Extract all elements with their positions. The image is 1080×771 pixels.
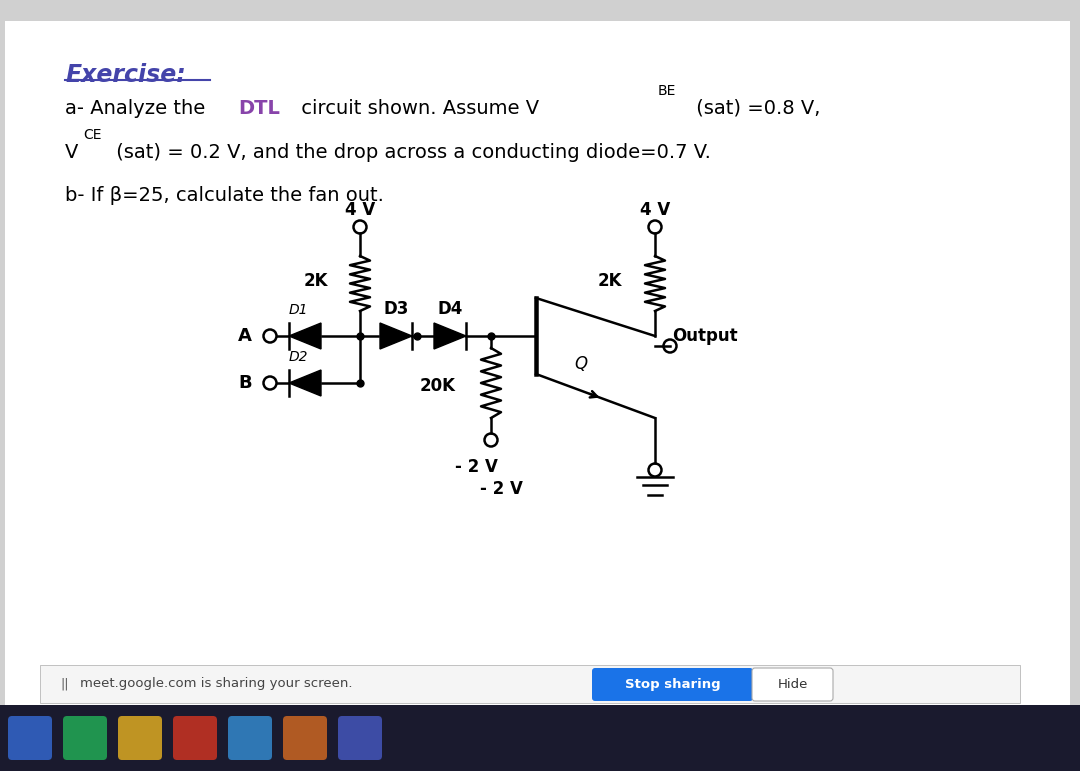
FancyBboxPatch shape <box>118 716 162 760</box>
FancyBboxPatch shape <box>63 716 107 760</box>
Text: meet.google.com is sharing your screen.: meet.google.com is sharing your screen. <box>80 678 352 691</box>
FancyBboxPatch shape <box>283 716 327 760</box>
Text: B: B <box>239 374 252 392</box>
Polygon shape <box>380 323 411 349</box>
Text: CE: CE <box>83 128 102 142</box>
Text: 2K: 2K <box>303 272 328 290</box>
Text: D2: D2 <box>288 350 308 364</box>
Text: 4 V: 4 V <box>639 201 670 219</box>
FancyBboxPatch shape <box>338 716 382 760</box>
FancyBboxPatch shape <box>5 21 1070 706</box>
Text: Output: Output <box>672 327 738 345</box>
Text: 2K: 2K <box>597 272 622 290</box>
Text: (sat) = 0.2 V, and the drop across a conducting diode=0.7 V.: (sat) = 0.2 V, and the drop across a con… <box>110 143 711 162</box>
Text: D4: D4 <box>437 300 462 318</box>
Text: - 2 V: - 2 V <box>480 480 523 498</box>
Polygon shape <box>289 370 321 396</box>
Text: Exercise:: Exercise: <box>65 63 186 87</box>
Text: D3: D3 <box>383 300 408 318</box>
Text: A: A <box>238 327 252 345</box>
FancyBboxPatch shape <box>752 668 833 701</box>
Text: 20K: 20K <box>420 377 456 395</box>
Text: DTL: DTL <box>238 99 280 118</box>
Text: BE: BE <box>658 84 676 98</box>
Text: Q: Q <box>573 355 588 373</box>
FancyBboxPatch shape <box>8 716 52 760</box>
Text: Stop sharing: Stop sharing <box>624 678 720 691</box>
Text: b- If β=25, calculate the fan out.: b- If β=25, calculate the fan out. <box>65 186 383 205</box>
Text: - 2 V: - 2 V <box>455 458 498 476</box>
FancyBboxPatch shape <box>173 716 217 760</box>
Text: a- Analyze the: a- Analyze the <box>65 99 212 118</box>
Text: ||: || <box>60 678 68 691</box>
Polygon shape <box>289 323 321 349</box>
FancyBboxPatch shape <box>40 665 1020 703</box>
Text: Hide: Hide <box>778 678 808 691</box>
Text: 4 V: 4 V <box>345 201 375 219</box>
FancyBboxPatch shape <box>592 668 753 701</box>
Text: (sat) =0.8 V,: (sat) =0.8 V, <box>690 99 821 118</box>
Text: circuit shown. Assume V: circuit shown. Assume V <box>295 99 539 118</box>
Text: V: V <box>65 143 79 162</box>
Polygon shape <box>434 323 465 349</box>
FancyBboxPatch shape <box>228 716 272 760</box>
Text: D1: D1 <box>288 303 308 317</box>
FancyBboxPatch shape <box>0 705 1080 771</box>
